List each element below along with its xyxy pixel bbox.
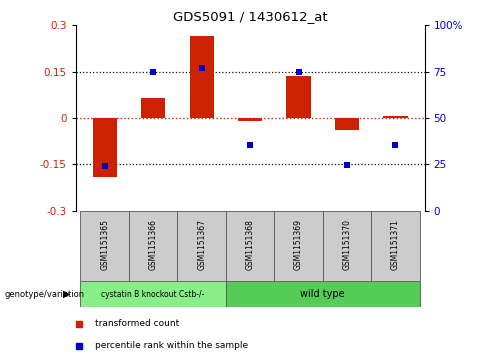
Bar <box>323 211 371 281</box>
Bar <box>238 118 262 121</box>
Text: GSM1151370: GSM1151370 <box>343 219 351 270</box>
Bar <box>129 211 178 281</box>
Text: GSM1151371: GSM1151371 <box>391 219 400 270</box>
Bar <box>189 36 214 118</box>
Text: GSM1151369: GSM1151369 <box>294 219 303 270</box>
Bar <box>274 211 323 281</box>
Bar <box>178 211 226 281</box>
Text: GSM1151368: GSM1151368 <box>245 219 255 270</box>
Bar <box>141 98 165 118</box>
Title: GDS5091 / 1430612_at: GDS5091 / 1430612_at <box>173 10 327 23</box>
Text: GSM1151365: GSM1151365 <box>100 219 109 270</box>
Bar <box>226 211 274 281</box>
Bar <box>384 117 407 118</box>
Bar <box>81 211 129 281</box>
Bar <box>286 76 311 118</box>
Bar <box>371 211 420 281</box>
Text: genotype/variation: genotype/variation <box>5 290 85 298</box>
Text: percentile rank within the sample: percentile rank within the sample <box>95 342 248 350</box>
Bar <box>226 281 420 307</box>
Text: wild type: wild type <box>301 289 345 299</box>
Text: transformed count: transformed count <box>95 319 179 329</box>
Bar <box>93 118 117 177</box>
Text: cystatin B knockout Cstb-/-: cystatin B knockout Cstb-/- <box>102 290 205 298</box>
Text: GSM1151367: GSM1151367 <box>197 219 206 270</box>
Bar <box>335 118 359 130</box>
Bar <box>81 281 226 307</box>
Text: ▶: ▶ <box>63 289 71 299</box>
Text: GSM1151366: GSM1151366 <box>149 219 158 270</box>
